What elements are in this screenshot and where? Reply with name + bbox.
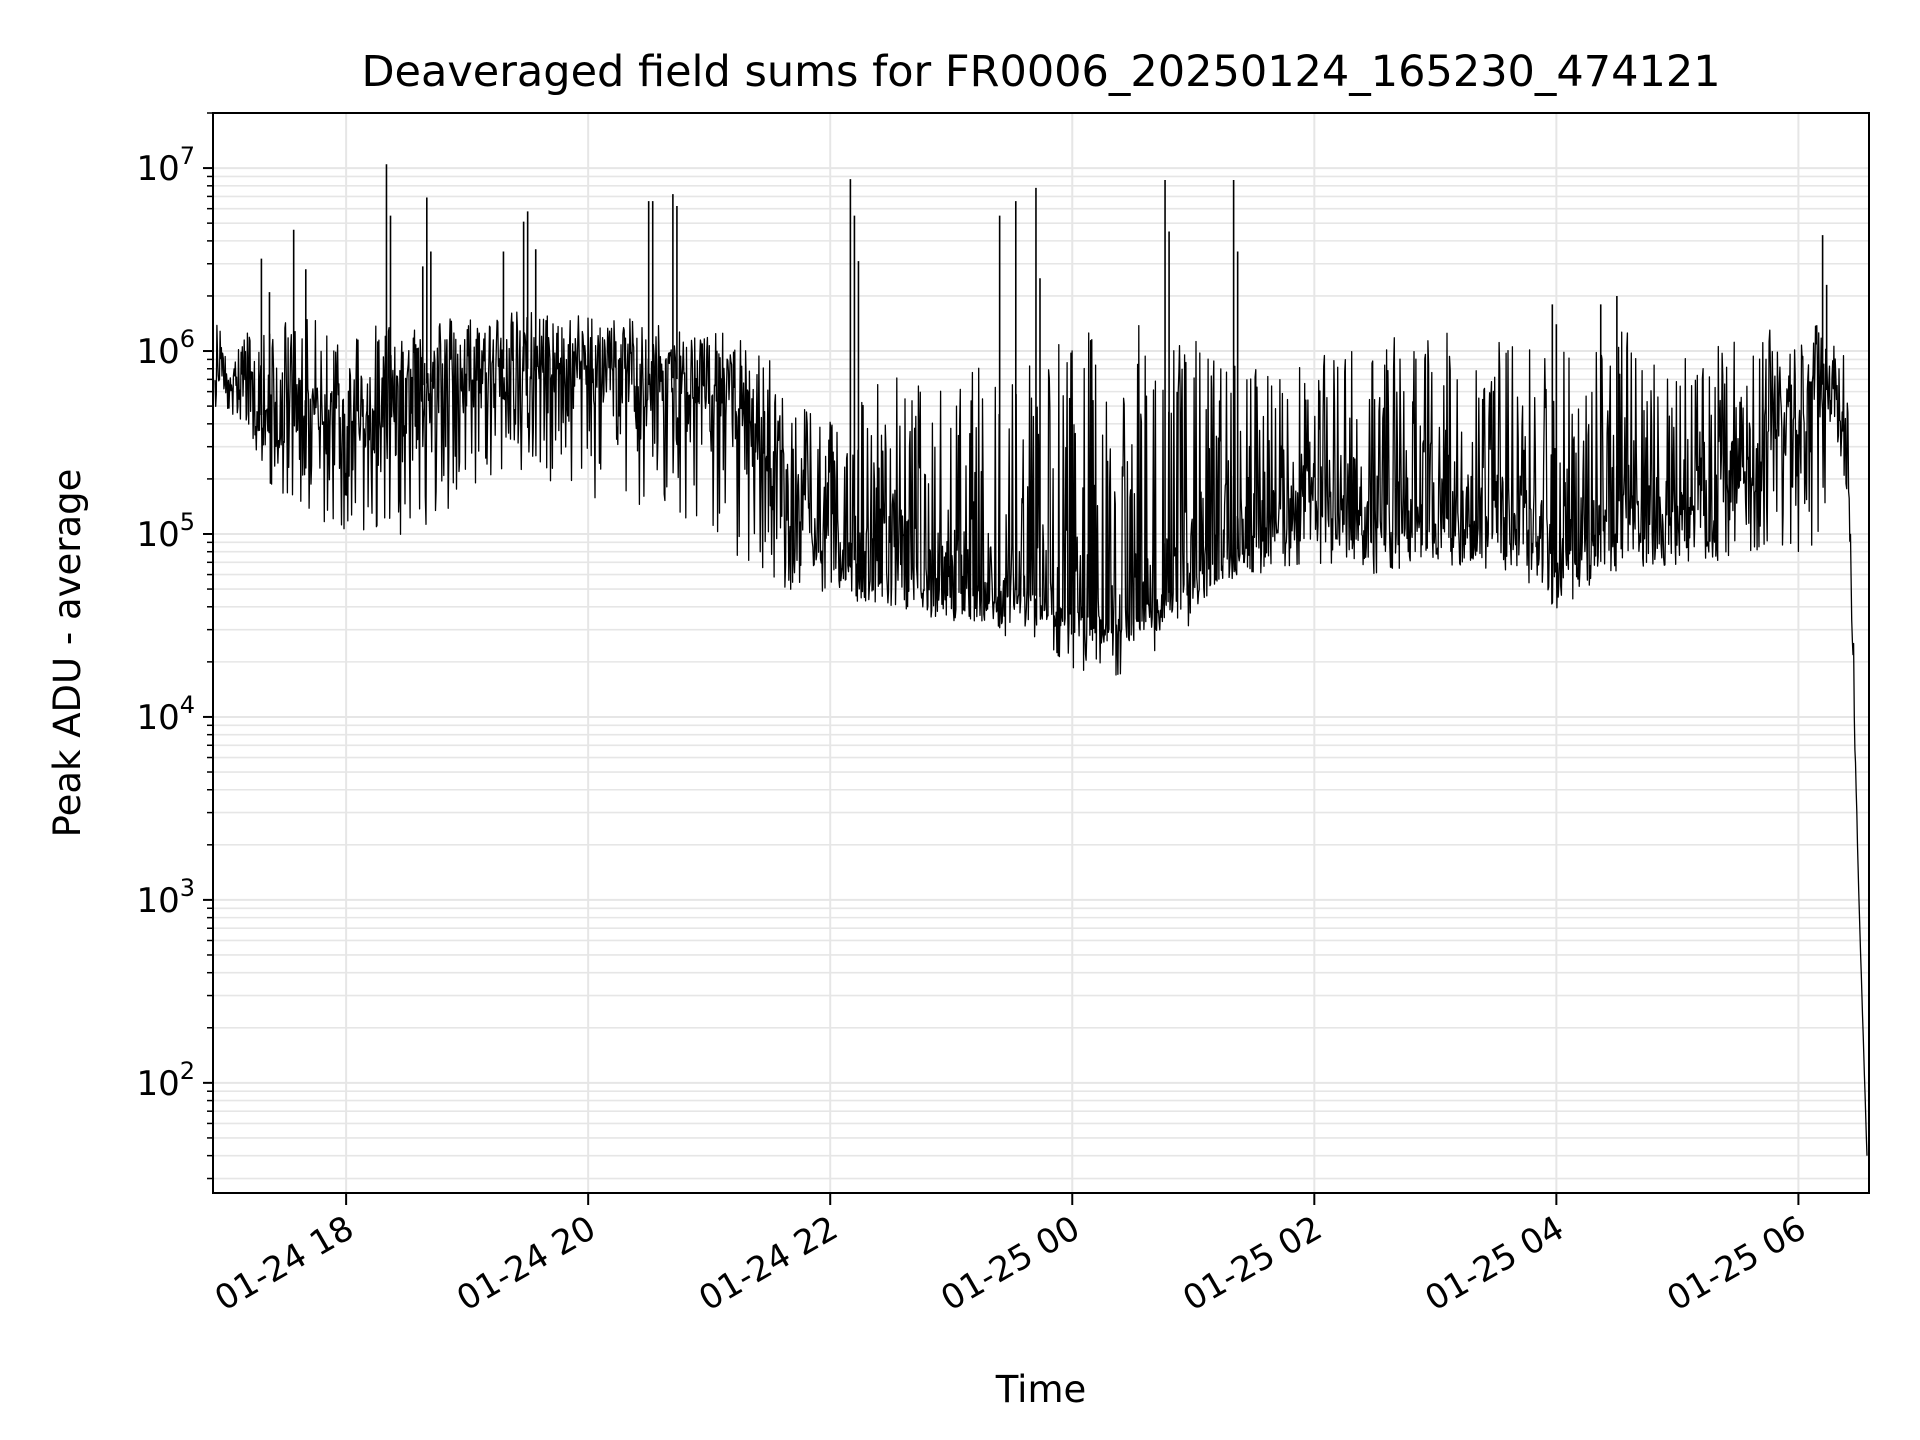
y-tick-label: 105 <box>136 508 195 555</box>
y-tick-label: 104 <box>136 691 195 738</box>
data-layer <box>214 164 1868 1156</box>
x-tick-label: 01-25 02 <box>1176 1208 1328 1319</box>
y-tick-label: 107 <box>136 142 195 189</box>
x-tick-label: 01-24 20 <box>450 1208 602 1319</box>
x-axis-label: Time <box>995 1368 1087 1411</box>
y-axis-label: Peak ADU - average <box>46 469 89 838</box>
x-tick-label: 01-24 18 <box>208 1208 360 1319</box>
x-tick-label: 01-25 00 <box>934 1208 1086 1319</box>
x-tick-label: 01-25 06 <box>1661 1208 1813 1319</box>
grid-layer <box>213 112 1869 1193</box>
y-tick-label: 103 <box>136 874 195 921</box>
plot-frame <box>212 112 1870 1194</box>
chart-title: Deaveraged field sums for FR0006_2025012… <box>361 47 1720 97</box>
series-line <box>214 311 1868 1156</box>
x-tick-label: 01-25 04 <box>1418 1208 1570 1319</box>
y-tick-label: 102 <box>136 1057 195 1104</box>
y-tick-label: 106 <box>136 325 195 372</box>
x-tick-label: 01-24 22 <box>692 1208 844 1319</box>
